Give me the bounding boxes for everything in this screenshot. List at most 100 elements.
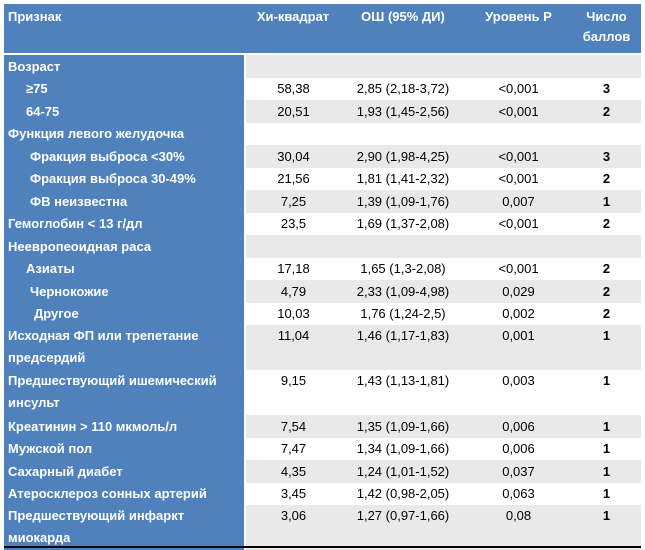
- table-row: Исходная ФП или трепетание предсердий 11…: [4, 325, 641, 370]
- row-label: Другое: [4, 302, 246, 325]
- cell-or: 1,65 (1,3-2,08): [341, 257, 465, 280]
- cell-or: 1,42 (0,98-2,05): [341, 482, 465, 505]
- row-label: Гемоглобин < 13 г/дл: [4, 212, 246, 235]
- row-label: Предшествующий инфаркт миокарда: [4, 505, 246, 550]
- cell-or: 1,39 (1,09-1,76): [341, 190, 465, 213]
- cell-points: [572, 235, 641, 258]
- table-row: Сахарный диабет 4,35 1,24 (1,01-1,52) 0,…: [4, 460, 641, 483]
- cell-points: [572, 54, 641, 78]
- cell-p: 0,006: [465, 415, 572, 438]
- cell-chi: 7,25: [245, 190, 341, 213]
- cell-or: 1,93 (1,45-2,56): [341, 100, 465, 123]
- row-label: Неевропеоидная раса: [4, 235, 246, 258]
- cell-p: 0,006: [465, 437, 572, 460]
- header-feature: Признак: [4, 4, 245, 55]
- cell-chi: 7,47: [245, 437, 341, 460]
- header-chi-square: Хи-квадрат: [245, 4, 341, 55]
- cell-or: 1,34 (1,09-1,66): [341, 437, 465, 460]
- row-label: Предшествующий ишемический инсульт: [4, 370, 246, 415]
- table-row: Креатинин > 110 мкмоль/л 7,54 1,35 (1,09…: [4, 415, 641, 438]
- header-p-level: Уровень Р: [465, 4, 572, 55]
- cell-p: [465, 122, 572, 145]
- table-row: Функция левого желудочка: [4, 122, 641, 145]
- row-label: Сахарный диабет: [4, 460, 246, 483]
- cell-chi: 4,79: [245, 280, 341, 303]
- row-label: Мужской пол: [4, 437, 246, 460]
- cell-chi: 4,35: [245, 460, 341, 483]
- cell-chi: 9,15: [245, 370, 341, 415]
- cell-p: <0,001: [465, 77, 572, 100]
- table-row: 64-75 20,51 1,93 (1,45-2,56) <0,001 2: [4, 100, 641, 123]
- cell-p: 0,001: [465, 325, 572, 370]
- cell-p: 0,037: [465, 460, 572, 483]
- cell-points: 3: [572, 145, 641, 168]
- table-row: Предшествующий ишемический инсульт 9,15 …: [4, 370, 641, 415]
- table-row: Неевропеоидная раса: [4, 235, 641, 258]
- cell-or: 1,24 (1,01-1,52): [341, 460, 465, 483]
- cell-chi: 3,45: [245, 482, 341, 505]
- cell-points: 1: [572, 370, 641, 415]
- cell-p: [465, 54, 572, 78]
- row-label: ФВ неизвестна: [4, 190, 246, 213]
- cell-or: 2,85 (2,18-3,72): [341, 77, 465, 100]
- cell-chi: 58,38: [245, 77, 341, 100]
- table-header-row: Признак Хи-квадрат ОШ (95% ДИ) Уровень Р…: [4, 4, 641, 55]
- row-label: Фракция выброса 30-49%: [4, 167, 246, 190]
- table-row: Мужской пол 7,47 1,34 (1,09-1,66) 0,006 …: [4, 437, 641, 460]
- cell-chi: 20,51: [245, 100, 341, 123]
- row-label: ≥75: [4, 77, 246, 100]
- cell-or: 1,43 (1,13-1,81): [341, 370, 465, 415]
- cell-p: <0,001: [465, 257, 572, 280]
- cell-p: <0,001: [465, 145, 572, 168]
- cell-chi: [245, 235, 341, 258]
- cell-p: [465, 235, 572, 258]
- cell-p: <0,001: [465, 167, 572, 190]
- cell-p: <0,001: [465, 100, 572, 123]
- cell-points: 1: [572, 460, 641, 483]
- table-row: Чернокожие 4,79 2,33 (1,09-4,98) 0,029 2: [4, 280, 641, 303]
- cell-points: 1: [572, 505, 641, 550]
- table-row: Атеросклероз сонных артерий 3,45 1,42 (0…: [4, 482, 641, 505]
- row-label: Исходная ФП или трепетание предсердий: [4, 325, 246, 370]
- cell-points: 1: [572, 325, 641, 370]
- table-row: Предшествующий инфаркт миокарда 3,06 1,2…: [4, 505, 641, 550]
- cell-p: 0,063: [465, 482, 572, 505]
- cell-or: 2,33 (1,09-4,98): [341, 280, 465, 303]
- table-row: Гемоглобин < 13 г/дл 23,5 1,69 (1,37-2,0…: [4, 212, 641, 235]
- cell-points: 1: [572, 482, 641, 505]
- cell-points: 2: [572, 302, 641, 325]
- cell-chi: 23,5: [245, 212, 341, 235]
- cell-chi: 11,04: [245, 325, 341, 370]
- cell-p: 0,003: [465, 370, 572, 415]
- table-row: Фракция выброса 30-49% 21,56 1,81 (1,41-…: [4, 167, 641, 190]
- row-label: Функция левого желудочка: [4, 122, 246, 145]
- cell-or: [341, 122, 465, 145]
- cell-chi: 3,06: [245, 505, 341, 550]
- header-points: Число баллов: [572, 4, 641, 55]
- row-label: 64-75: [4, 100, 246, 123]
- row-label: Азиаты: [4, 257, 246, 280]
- table-row: Другое 10,03 1,76 (1,24-2,5) 0,002 2: [4, 302, 641, 325]
- table-row: ФВ неизвестна 7,25 1,39 (1,09-1,76) 0,00…: [4, 190, 641, 213]
- table-bottom-border: [4, 546, 641, 548]
- table-row: Возраст: [4, 54, 641, 78]
- risk-score-table: Признак Хи-квадрат ОШ (95% ДИ) Уровень Р…: [4, 4, 641, 550]
- cell-or: 1,27 (0,97-1,66): [341, 505, 465, 550]
- cell-chi: 30,04: [245, 145, 341, 168]
- cell-points: [572, 122, 641, 145]
- row-label: Возраст: [4, 54, 246, 78]
- cell-p: 0,029: [465, 280, 572, 303]
- cell-chi: [245, 54, 341, 78]
- cell-points: 2: [572, 212, 641, 235]
- cell-points: 2: [572, 257, 641, 280]
- cell-points: 2: [572, 167, 641, 190]
- cell-or: [341, 235, 465, 258]
- cell-p: 0,002: [465, 302, 572, 325]
- cell-p: 0,007: [465, 190, 572, 213]
- cell-points: 3: [572, 77, 641, 100]
- table-row: Фракция выброса <30% 30,04 2,90 (1,98-4,…: [4, 145, 641, 168]
- cell-or: 1,46 (1,17-1,83): [341, 325, 465, 370]
- cell-p: <0,001: [465, 212, 572, 235]
- row-label: Креатинин > 110 мкмоль/л: [4, 415, 246, 438]
